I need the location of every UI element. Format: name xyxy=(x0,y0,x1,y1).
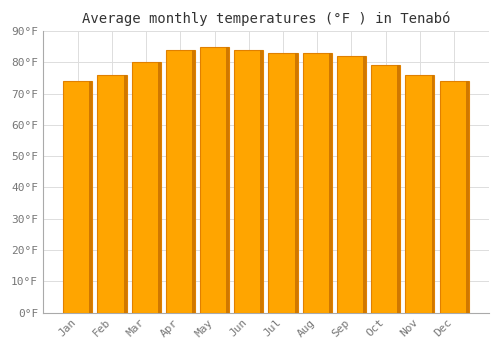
Bar xyxy=(406,75,434,313)
Bar xyxy=(466,81,468,313)
Bar xyxy=(260,50,264,313)
Bar xyxy=(192,50,195,313)
Bar xyxy=(132,62,160,313)
Bar xyxy=(363,56,366,313)
Bar xyxy=(158,62,160,313)
Bar xyxy=(234,50,264,313)
Bar xyxy=(226,47,229,313)
Bar xyxy=(200,47,229,313)
Bar xyxy=(294,53,298,313)
Bar xyxy=(124,75,126,313)
Bar xyxy=(432,75,434,313)
Bar xyxy=(166,50,195,313)
Bar xyxy=(302,53,332,313)
Bar xyxy=(98,75,126,313)
Bar xyxy=(268,53,298,313)
Title: Average monthly temperatures (°F ) in Tenabó: Average monthly temperatures (°F ) in Te… xyxy=(82,11,450,26)
Bar xyxy=(90,81,92,313)
Bar xyxy=(329,53,332,313)
Bar xyxy=(63,81,92,313)
Bar xyxy=(371,65,400,313)
Bar xyxy=(337,56,366,313)
Bar xyxy=(398,65,400,313)
Bar xyxy=(440,81,468,313)
